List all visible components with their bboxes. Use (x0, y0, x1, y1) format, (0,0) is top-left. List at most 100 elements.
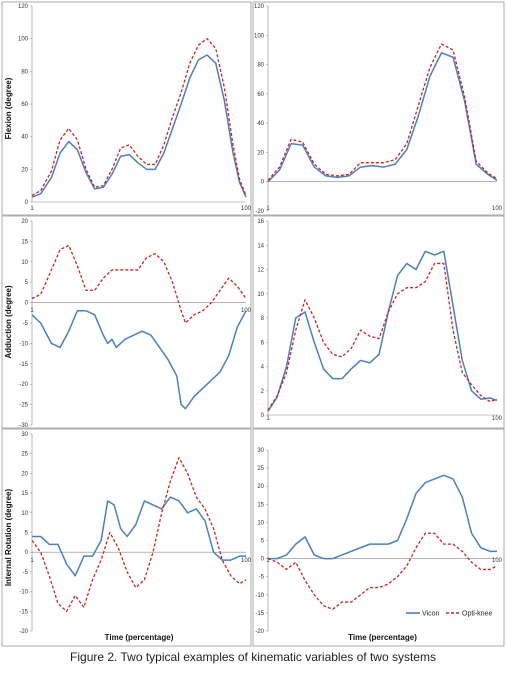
y-tick-label-internal-rotation-subject-1: 20 (21, 471, 28, 477)
figure-caption: Figure 2. Two typical examples of kinema… (70, 650, 436, 664)
y-tick-label-internal-rotation-subject-2: -20 (255, 629, 264, 635)
y-tick-label-adduction-subject-2: 4 (261, 365, 265, 371)
y-tick-label-internal-rotation-subject-2: 30 (257, 448, 264, 454)
x-tick-label-start-adduction-subject-1: 1 (30, 308, 34, 314)
y-tick-label-internal-rotation-subject-1: -5 (23, 570, 29, 576)
series-line-optiknee-flexion-subject-1 (31, 38, 247, 197)
y-tick-label-adduction-subject-2: 2 (261, 389, 265, 395)
panel-internal-rotation-subject-1: -20 -15 -10 -5 0 5 10 15 20 25 30 1 100 Internal Rota… (1, 428, 252, 647)
series-line-optiknee-flexion-subject-2 (267, 43, 498, 181)
y-tick-label-flexion-subject-1: 20 (21, 167, 28, 173)
y-tick-label-internal-rotation-subject-1: 0 (25, 550, 29, 556)
y-tick-label-adduction-subject-1: 15 (21, 239, 28, 245)
y-tick-label-adduction-subject-2: 8 (261, 316, 265, 322)
y-axis-title-adduction-subject-1: Adduction (degree) (4, 285, 13, 359)
x-tick-label-start-internal-rotation-subject-1: 1 (30, 558, 34, 564)
x-axis-title-internal-rotation-subject-2: Time (percentage) (348, 633, 417, 642)
y-tick-label-adduction-subject-1: -25 (19, 403, 28, 409)
x-tick-label-start-internal-rotation-subject-2: 1 (266, 558, 270, 564)
y-tick-label-adduction-subject-1: -30 (19, 423, 28, 429)
y-axis-title-flexion-subject-1: Flexion (degree) (4, 77, 13, 139)
y-tick-label-flexion-subject-2: -20 (255, 209, 264, 215)
y-tick-label-internal-rotation-subject-2: 15 (257, 502, 264, 508)
y-tick-label-internal-rotation-subject-2: 5 (261, 539, 265, 545)
x-tick-label-start-flexion-subject-2: 1 (266, 206, 270, 212)
y-tick-label-adduction-subject-1: 20 (21, 219, 28, 225)
y-tick-label-internal-rotation-subject-2: 20 (257, 484, 264, 490)
series-line-optiknee-internal-rotation-subject-2 (267, 532, 498, 610)
series-line-vicon-flexion-subject-1 (31, 54, 247, 198)
y-tick-label-adduction-subject-2: 16 (257, 219, 264, 225)
panel-flexion-subject-2: -20 0 20 40 60 80 100 120 1 100 (252, 1, 505, 216)
y-tick-label-internal-rotation-subject-1: 30 (21, 432, 28, 438)
x-tick-label-end-internal-rotation-subject-2: 100 (492, 558, 503, 564)
panel-frame-flexion-subject-2 (252, 1, 505, 216)
y-tick-label-adduction-subject-1: 0 (25, 301, 29, 307)
y-tick-label-adduction-subject-1: -5 (23, 321, 29, 327)
y-tick-label-flexion-subject-1: 40 (21, 135, 28, 141)
x-tick-label-end-adduction-subject-2: 100 (492, 416, 503, 422)
y-tick-label-adduction-subject-2: 12 (257, 268, 264, 274)
y-tick-label-internal-rotation-subject-2: -10 (255, 593, 264, 599)
x-axis-title-internal-rotation-subject-1: Time (percentage) (105, 633, 174, 642)
x-tick-label-end-internal-rotation-subject-1: 100 (241, 558, 252, 564)
series-line-vicon-internal-rotation-subject-1 (32, 496, 246, 577)
y-tick-label-adduction-subject-1: -10 (19, 341, 28, 347)
x-tick-label-start-flexion-subject-1: 1 (30, 206, 34, 212)
series-line-vicon-adduction-subject-2 (267, 250, 498, 412)
y-tick-label-flexion-subject-1: 120 (18, 4, 29, 10)
series-line-optiknee-internal-rotation-subject-1 (31, 456, 247, 612)
y-axis-title-internal-rotation-subject-1: Internal Rotation (degree) (4, 488, 13, 586)
series-line-vicon-adduction-subject-1 (31, 310, 247, 410)
y-tick-label-adduction-subject-1: 5 (25, 280, 29, 286)
y-tick-label-flexion-subject-1: 0 (25, 200, 29, 206)
y-tick-label-flexion-subject-1: 60 (21, 102, 28, 108)
series-line-optiknee-adduction-subject-2 (267, 262, 498, 411)
panel-frame-internal-rotation-subject-2 (252, 428, 505, 647)
y-tick-label-internal-rotation-subject-2: 10 (257, 520, 264, 526)
y-tick-label-flexion-subject-2: 40 (257, 121, 264, 127)
y-tick-label-adduction-subject-2: 14 (257, 243, 264, 249)
y-tick-label-flexion-subject-1: 100 (18, 37, 29, 43)
x-tick-label-start-adduction-subject-2: 1 (266, 416, 270, 422)
y-tick-label-internal-rotation-subject-2: 0 (261, 557, 265, 563)
legend-label-vicon: Vicon (422, 611, 439, 618)
y-tick-label-internal-rotation-subject-1: -20 (19, 629, 28, 635)
y-tick-label-flexion-subject-2: 120 (254, 4, 265, 10)
y-tick-label-adduction-subject-1: -15 (19, 362, 28, 368)
panel-frame-adduction-subject-1 (1, 215, 252, 429)
y-tick-label-internal-rotation-subject-2: 25 (257, 466, 264, 472)
x-tick-label-end-flexion-subject-1: 100 (241, 206, 252, 212)
y-tick-label-internal-rotation-subject-1: 10 (21, 511, 28, 517)
y-tick-label-flexion-subject-2: 60 (257, 92, 264, 98)
y-tick-label-internal-rotation-subject-1: 25 (21, 452, 28, 458)
y-tick-label-internal-rotation-subject-1: -10 (19, 590, 28, 596)
panel-frame-adduction-subject-2 (252, 215, 505, 429)
y-tick-label-adduction-subject-2: 6 (261, 340, 265, 346)
y-tick-label-internal-rotation-subject-1: 15 (21, 491, 28, 497)
y-tick-label-flexion-subject-2: 100 (254, 33, 265, 39)
legend: Vicon Opti-knee (406, 611, 492, 618)
series-line-vicon-flexion-subject-2 (267, 52, 498, 183)
y-tick-label-flexion-subject-2: 80 (257, 63, 264, 69)
panel-flexion-subject-1: 0 20 40 60 80 100 120 1 100 Flexion (degree) (1, 1, 252, 216)
y-tick-label-internal-rotation-subject-2: -15 (255, 611, 264, 617)
panel-internal-rotation-subject-2: -20 -15 -10 -5 0 5 10 15 20 25 30 1 100 Time (percent… (252, 428, 505, 647)
y-tick-label-flexion-subject-1: 80 (21, 69, 28, 75)
y-tick-label-flexion-subject-2: 0 (261, 180, 265, 186)
y-tick-label-adduction-subject-1: 10 (21, 260, 28, 266)
y-tick-label-internal-rotation-subject-1: 5 (25, 531, 29, 537)
y-tick-label-internal-rotation-subject-1: -15 (19, 609, 28, 615)
y-tick-label-adduction-subject-2: 10 (257, 292, 264, 298)
y-tick-label-adduction-subject-1: -20 (19, 382, 28, 388)
panel-frame-internal-rotation-subject-1 (1, 428, 252, 647)
panel-adduction-subject-2: 0 2 4 6 8 10 12 14 16 1 100 (252, 215, 505, 429)
panel-frame-flexion-subject-1 (1, 1, 252, 216)
y-tick-label-internal-rotation-subject-2: -5 (259, 575, 265, 581)
y-tick-label-adduction-subject-2: 0 (261, 413, 265, 419)
series-line-optiknee-adduction-subject-1 (31, 244, 247, 324)
series-line-vicon-internal-rotation-subject-2 (268, 474, 497, 560)
y-tick-label-flexion-subject-2: 20 (257, 150, 264, 156)
